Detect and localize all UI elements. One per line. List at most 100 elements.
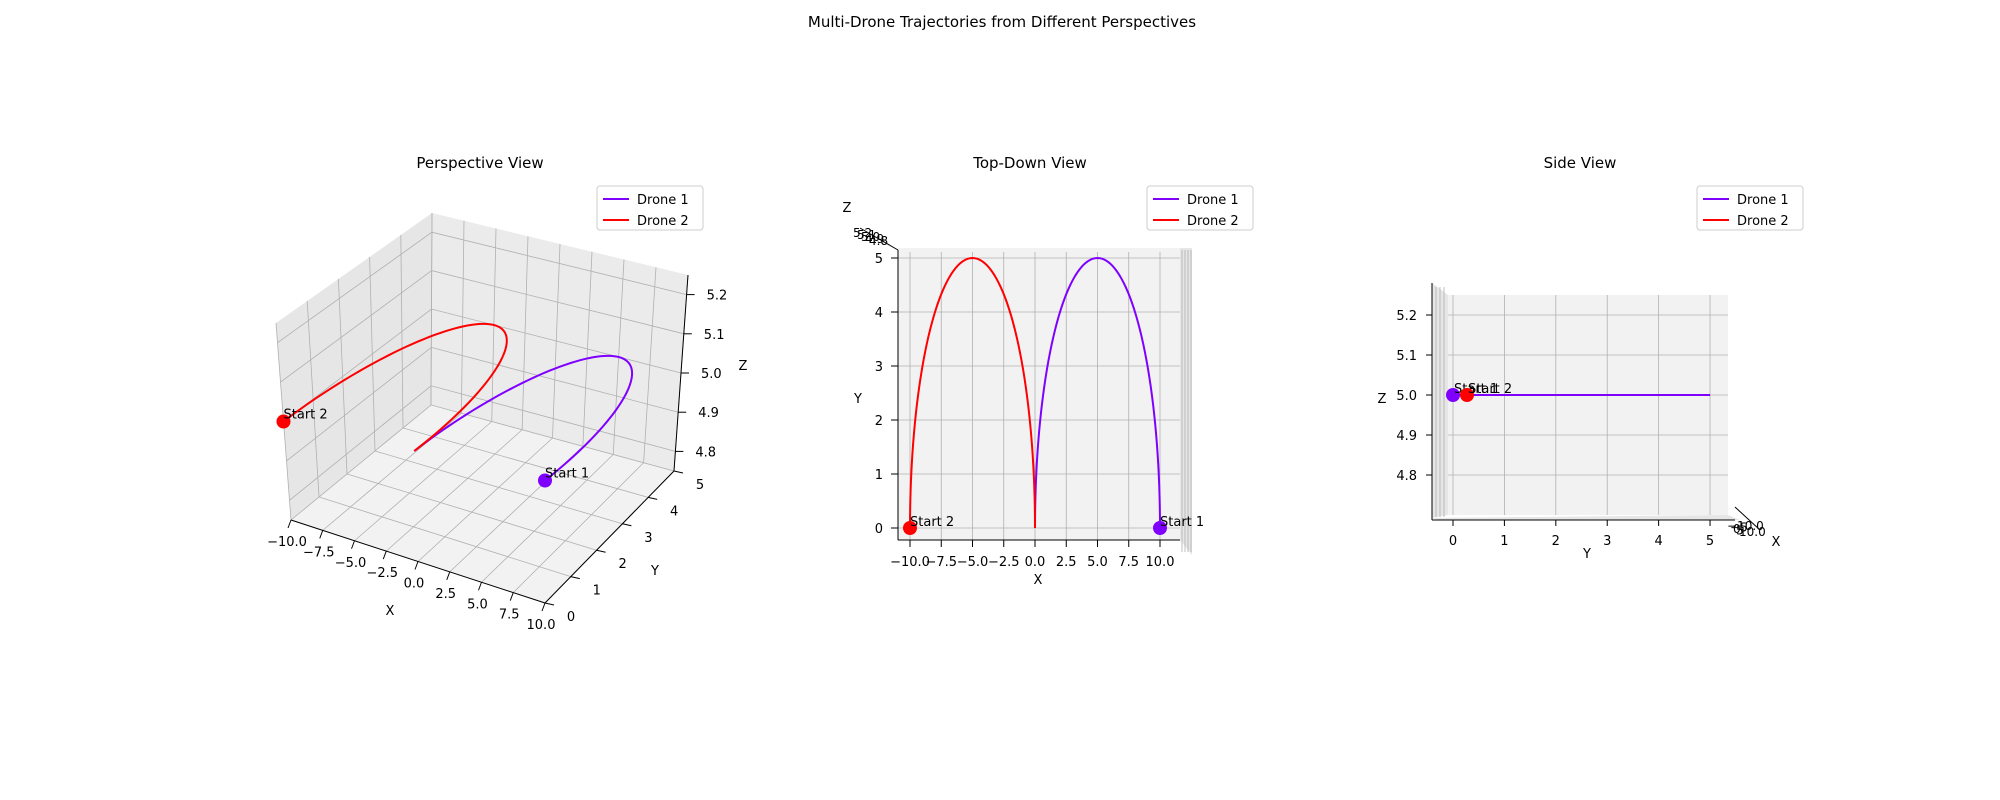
y-tick-label: 4 <box>875 306 883 321</box>
x-tick-label: 2.5 <box>1056 555 1077 570</box>
start-label-1: Start 1 <box>1160 515 1204 530</box>
trajectory-drone-2 <box>282 322 508 452</box>
floor-pane <box>1432 515 1740 520</box>
z-tick-label: 5.0 <box>861 230 880 244</box>
x-tick <box>541 602 546 612</box>
x-tick <box>287 519 292 529</box>
back-pane <box>1448 295 1728 515</box>
start-label-2: Start 2 <box>910 515 954 530</box>
z-axis-label: Z <box>739 359 748 374</box>
y-axis-line <box>544 470 675 604</box>
x-axis-label: X <box>1772 535 1781 550</box>
x-tick-label: −10.0 <box>1727 519 1764 533</box>
x-tick-label: 5.0 <box>467 597 488 612</box>
x-axis-label: X <box>1034 573 1043 588</box>
grid-line-z <box>286 346 679 462</box>
y-axis-label: Y <box>1582 547 1591 562</box>
start-marker-2 <box>276 414 291 429</box>
trajectory-drone-1 <box>413 354 634 482</box>
x-tick-label: −7.5 <box>303 545 335 560</box>
x-tick-label: −5.0 <box>957 555 989 570</box>
y-tick-label: 4 <box>1654 534 1662 549</box>
x-tick-label: 10.0 <box>1739 525 1766 539</box>
y-tick-label: 3 <box>1603 534 1611 549</box>
y-tick-label: 2 <box>1552 534 1560 549</box>
z-tick-label: 4.8 <box>1396 469 1417 484</box>
y-tick <box>648 496 658 500</box>
x-tick-label: 2.5 <box>435 587 456 602</box>
start-marker-2 <box>903 521 917 535</box>
z-tick-label: 5.1 <box>704 328 725 343</box>
x-axis-line <box>1734 506 1761 531</box>
z-tick-label: 5.1 <box>1396 349 1417 364</box>
start-marker-1 <box>1446 388 1460 402</box>
x-tick-label: −10.0 <box>890 555 930 570</box>
x-tick-label: 0.0 <box>404 577 425 592</box>
x-tick-label: −10.0 <box>267 535 307 550</box>
y-axis-label: Y <box>650 564 659 579</box>
trajectory-drone-1 <box>1034 256 1161 529</box>
perspective-view-subplot: Perspective View −10.0−7.5−5.0−2.5 0.0 2.5… <box>267 154 747 633</box>
perspective-view-title: Perspective View <box>416 154 543 172</box>
y-tick-label: 3 <box>644 531 652 546</box>
y-tick <box>596 549 606 553</box>
x-tick-label: −5 <box>1730 521 1748 535</box>
figure-title: Multi-Drone Trajectories from Different … <box>808 13 1196 31</box>
z-tick-label: 5.2 <box>853 226 872 240</box>
start-label-2: Start 2 <box>1468 382 1512 397</box>
y-tick-label: 2 <box>875 414 883 429</box>
z-tick-label: 5.0 <box>1396 389 1417 404</box>
z-tick-label: 4.9 <box>1396 429 1417 444</box>
y-tick-label: 3 <box>875 360 883 375</box>
x-tick <box>382 550 387 560</box>
z-axis-label: Z <box>843 201 852 216</box>
x-tick-label: 0.0 <box>1025 555 1046 570</box>
z-axis-label: Z <box>1378 392 1387 407</box>
grid-line-y <box>306 300 571 577</box>
x-tick <box>446 571 451 581</box>
grid-line-y <box>369 256 623 525</box>
start-label-1: Start 1 <box>545 467 589 482</box>
top-down-view-subplot: Top-Down View −10.0−7.5 −5.0 −2.5 0.0 2.5 5.0… <box>843 154 1254 588</box>
floor-pane <box>898 248 1180 540</box>
grid-line-y <box>400 234 649 498</box>
start-marker-2 <box>1460 388 1474 402</box>
z-tick-label: 4.8 <box>695 445 716 460</box>
grid-line-y <box>430 212 675 472</box>
x-tick-label: 7.5 <box>1118 555 1139 570</box>
x-tick <box>414 561 419 570</box>
y-tick-label: 5 <box>1706 534 1714 549</box>
legend-label-2: Drone 2 <box>1187 214 1239 229</box>
grid-line-z <box>277 231 687 344</box>
x-tick-label: 10.0 <box>527 618 556 633</box>
trajectory-drone-2 <box>909 256 1036 529</box>
x-tick-label: −2.5 <box>366 566 398 581</box>
grid-line-y <box>338 278 597 551</box>
side-pane <box>1180 248 1192 555</box>
side-pane <box>276 213 432 520</box>
x-tick-label: 5 <box>1736 524 1744 538</box>
y-tick-label: 1 <box>593 584 601 599</box>
x-tick-label: 7.5 <box>499 608 520 623</box>
x-tick <box>509 592 514 601</box>
y-tick-label: 0 <box>567 610 575 625</box>
x-tick-label: −5.0 <box>335 556 367 571</box>
y-tick-label: 2 <box>618 557 626 572</box>
y-tick <box>544 602 555 606</box>
z-tick-label: 5.2 <box>707 289 728 304</box>
z-tick-label: 5.0 <box>701 367 722 382</box>
x-tick-label: 5.0 <box>1087 555 1108 570</box>
x-axis-label: X <box>386 604 395 619</box>
y-axis-label: Y <box>853 392 862 407</box>
y-tick-label: 0 <box>875 522 883 537</box>
z-axis-line <box>859 227 899 251</box>
start-marker-1 <box>1153 521 1167 535</box>
z-tick-label: 4.9 <box>698 406 719 421</box>
start-marker-1 <box>538 473 552 488</box>
z-tick-label: 4.9 <box>865 232 884 246</box>
x-tick-label: −2.5 <box>988 555 1020 570</box>
x-tick-label: −7.5 <box>925 555 957 570</box>
legend-label-2: Drone 2 <box>1737 214 1789 229</box>
side-view-title: Side View <box>1544 154 1617 172</box>
